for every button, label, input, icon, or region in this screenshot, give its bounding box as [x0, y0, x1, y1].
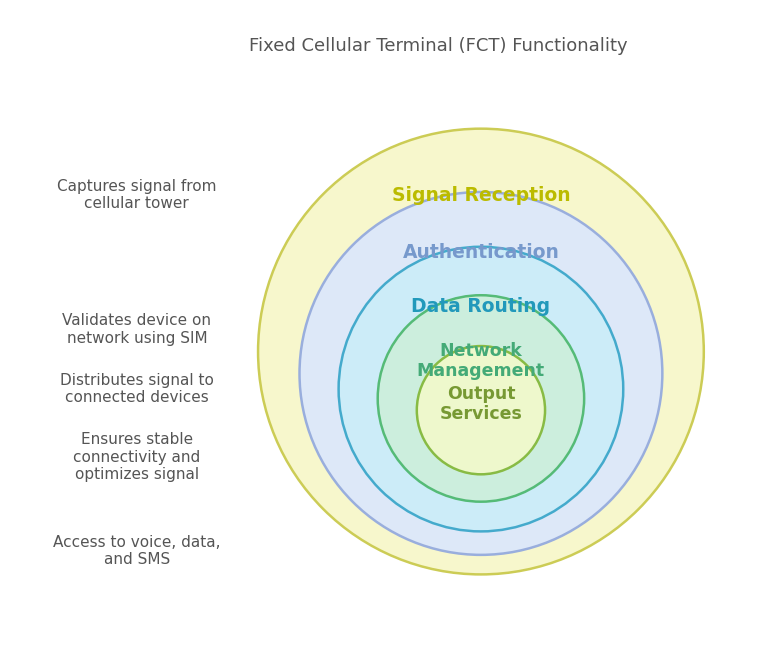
Text: Data Routing: Data Routing — [411, 298, 551, 316]
Text: Network
Management: Network Management — [417, 342, 545, 380]
Ellipse shape — [258, 129, 704, 574]
Text: Captures signal from
cellular tower: Captures signal from cellular tower — [57, 179, 217, 212]
Ellipse shape — [339, 247, 623, 531]
Ellipse shape — [417, 346, 545, 475]
Text: Authentication: Authentication — [403, 243, 559, 262]
Text: Output
Services: Output Services — [439, 385, 522, 423]
Text: Fixed Cellular Terminal (FCT) Functionality: Fixed Cellular Terminal (FCT) Functional… — [249, 36, 627, 55]
Ellipse shape — [300, 192, 662, 555]
Text: Ensures stable
connectivity and
optimizes signal: Ensures stable connectivity and optimize… — [74, 432, 200, 482]
Text: Validates device on
network using SIM: Validates device on network using SIM — [63, 313, 211, 346]
Text: Distributes signal to
connected devices: Distributes signal to connected devices — [60, 373, 213, 406]
Text: Signal Reception: Signal Reception — [392, 186, 570, 204]
Ellipse shape — [378, 296, 584, 502]
Text: Access to voice, data,
and SMS: Access to voice, data, and SMS — [53, 534, 221, 567]
